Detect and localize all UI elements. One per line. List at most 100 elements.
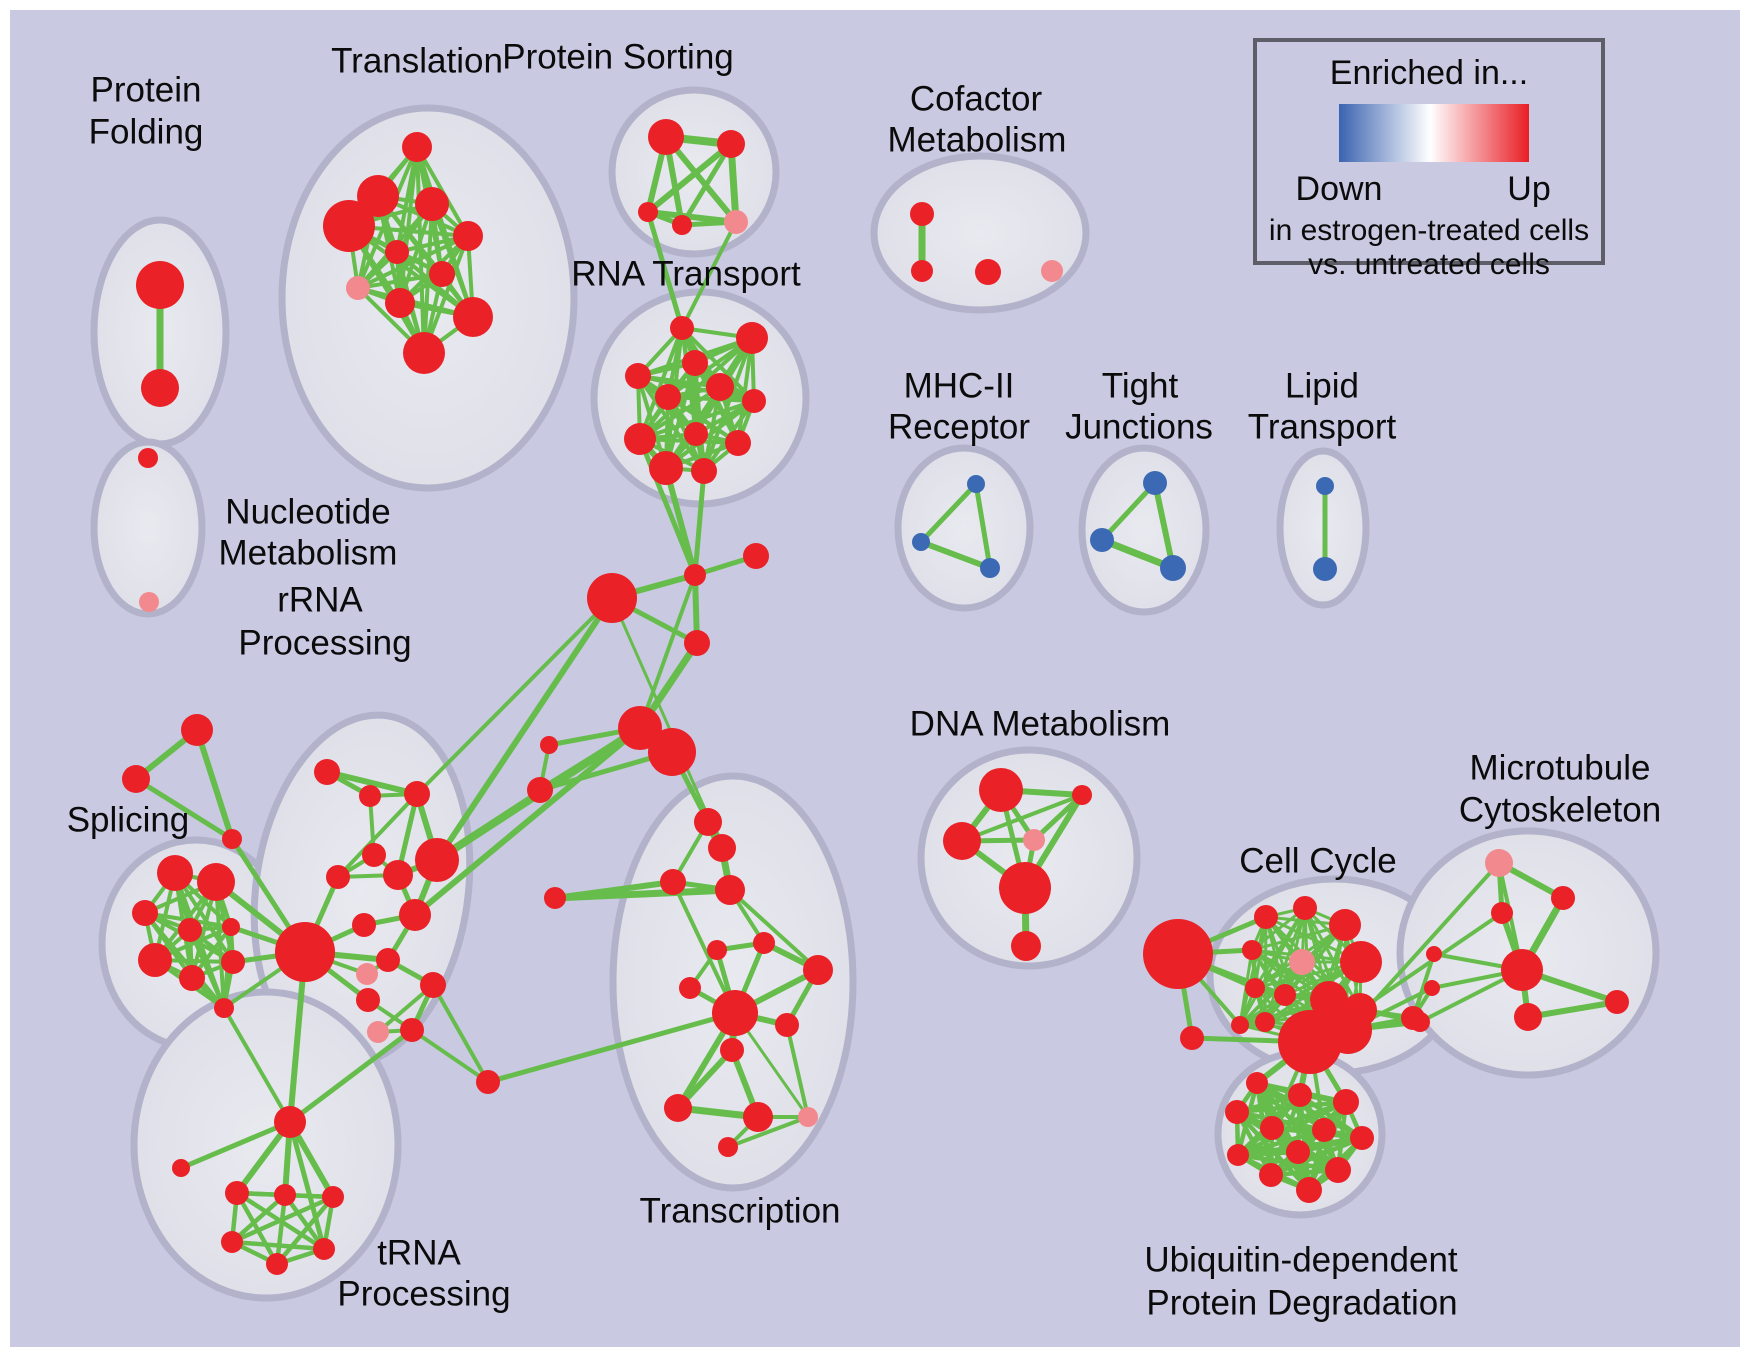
cluster-label: Processing [337,1275,510,1314]
edge [194,727,235,842]
edge [282,1192,327,1252]
legend-down-label: Down [1295,170,1383,208]
node-tr0 [181,714,213,746]
edge [287,1027,415,1125]
node-q8 [352,913,376,937]
node-u6 [266,1253,288,1275]
legend-title: Enriched in... [1329,54,1529,92]
node-v0 [1246,1072,1268,1094]
edge [680,326,756,403]
cluster-label: RNA Transport [571,255,801,294]
node-sp0 [157,855,193,891]
edge [229,1239,327,1252]
edge [551,886,734,902]
edge [638,573,697,730]
edge [1152,480,1176,571]
cluster-label: Protein Degradation [1146,1284,1457,1323]
edge [1099,480,1158,543]
node-m2 [1491,902,1513,924]
node-q2 [404,781,430,807]
node-s15 [718,1137,738,1157]
node-s9 [712,990,758,1036]
cluster-label: Cell Cycle [1239,842,1397,881]
cluster-trna-processing [130,988,402,1302]
node-d2 [1072,785,1092,805]
edge [222,1006,292,1124]
legend-box: Enriched in... Down Up in estrogen-treat… [1253,38,1605,281]
node-m5 [1424,980,1440,996]
edge [973,481,993,571]
cluster-label: Nucleotide [225,493,390,532]
node-k3 [1293,896,1317,920]
node-rt6 [742,389,766,413]
legend-caption-line1: in estrogen-treated cells [1268,214,1590,247]
node-v2 [1333,1089,1359,1115]
node-v11 [1296,1177,1322,1203]
node-sp2 [132,900,158,926]
node-rt1 [736,322,768,354]
cluster-label: Receptor [888,408,1030,447]
node-x0 [684,564,706,586]
node-m0 [1485,849,1513,877]
node-t3 [323,200,375,252]
cluster-nucleotide-metabolism [90,438,206,618]
node-k8 [1245,978,1265,998]
edge [960,793,1084,843]
cluster-label: Microtubule [1470,749,1651,788]
node-v1 [1288,1083,1312,1107]
node-k2 [1254,905,1278,929]
node-tj2 [1160,555,1186,581]
node-k7 [1340,941,1382,983]
cluster-label: Metabolism [219,534,398,573]
node-qp1 [367,1021,389,1043]
node-s13 [743,1102,773,1132]
node-sp6 [179,965,205,991]
node-ps3 [672,215,692,235]
node-ps0 [648,119,684,155]
node-u5 [221,1231,243,1253]
edge [645,209,685,331]
cluster-label: Cofactor [910,80,1043,119]
node-sp7 [221,950,245,974]
node-t7 [346,276,370,300]
node-m1 [1551,886,1575,910]
edge [229,1192,288,1245]
edge [324,769,420,797]
node-g1 [1324,1006,1372,1054]
node-rt5 [655,384,681,410]
node-t9 [453,297,493,337]
node-s7 [679,977,701,999]
node-t1 [357,175,399,217]
edge [680,220,738,330]
edge [636,374,756,403]
node-rt9 [725,430,751,456]
edge [178,1119,293,1171]
node-s12 [664,1094,692,1122]
node-cf3 [1041,260,1063,282]
node-k13 [1255,1012,1275,1032]
cluster-label: Protein [91,71,202,110]
edge [431,983,490,1084]
node-mh2 [980,558,1000,578]
node-h1 [648,728,696,776]
node-t10 [403,332,445,374]
edge [671,880,737,1015]
node-tr1 [122,765,150,793]
cluster-label: DNA Metabolism [910,705,1171,744]
edge [636,374,706,473]
edge [692,468,707,578]
node-s14 [798,1107,818,1127]
edge [133,776,235,842]
legend-gradient-bar [1339,104,1529,162]
cluster-label: Ubiquitin-dependent [1144,1241,1458,1280]
node-m4 [1426,946,1442,962]
node-k6 [1289,949,1315,975]
node-s4 [544,887,566,909]
edge [918,481,979,545]
node-q3 [362,843,386,867]
node-y1 [527,777,553,803]
node-tj0 [1143,471,1167,495]
edge [485,1010,738,1085]
node-q9 [275,922,335,982]
edge [728,888,820,972]
